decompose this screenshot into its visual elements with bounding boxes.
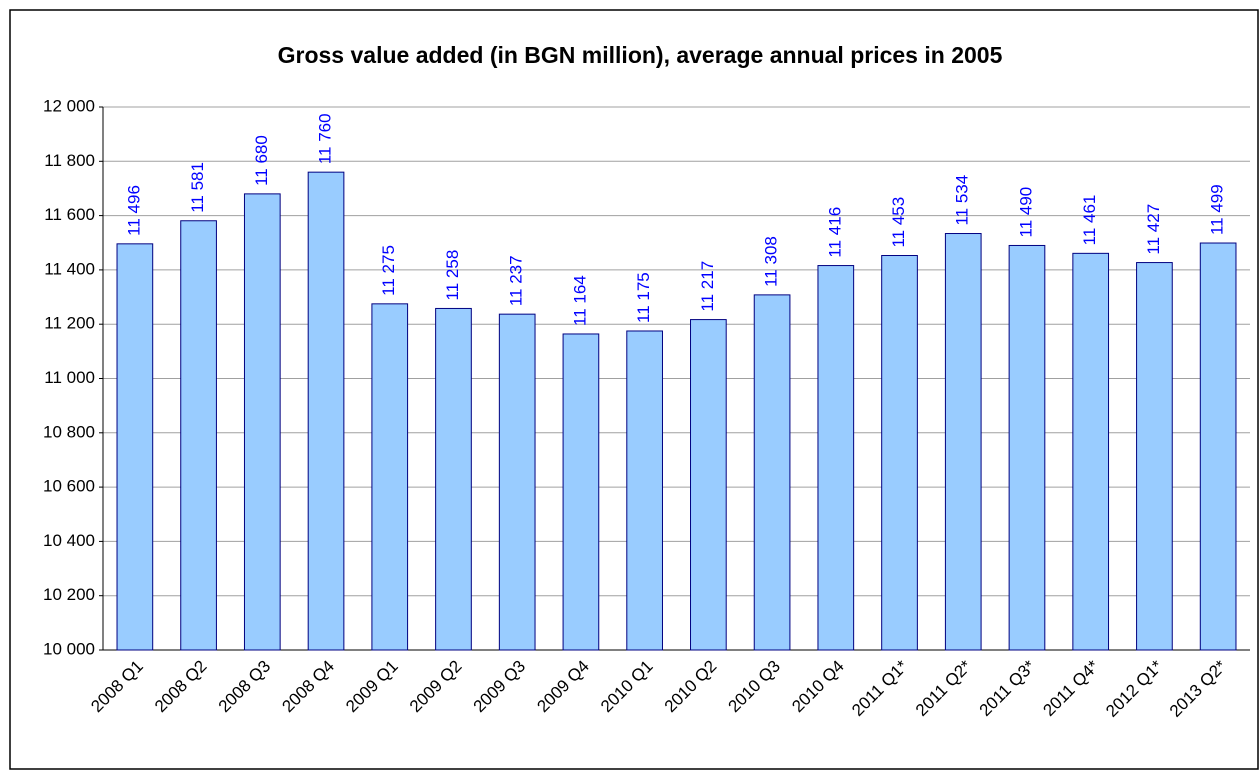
bar (307, 171, 345, 651)
y-tick-label: 11 600 (44, 205, 95, 224)
bar (626, 330, 663, 651)
chart-title: Gross value added (in BGN million), aver… (278, 42, 1003, 68)
bar (243, 193, 281, 651)
bar (817, 265, 855, 651)
data-label: 11 760 (316, 113, 335, 164)
bar (690, 319, 727, 651)
y-tick-label: 10 600 (43, 477, 95, 496)
data-label: 11 496 (124, 185, 143, 236)
data-label: 11 490 (1016, 187, 1035, 238)
data-label: 11 164 (570, 275, 589, 326)
bar (1199, 242, 1237, 651)
y-tick-label: 10 200 (43, 585, 95, 604)
bar (562, 333, 600, 651)
bar (881, 255, 918, 651)
data-label: 11 461 (1080, 195, 1099, 246)
y-tick-label: 11 200 (44, 314, 95, 333)
y-tick-label: 11 000 (44, 368, 95, 387)
y-tick-label: 10 400 (43, 531, 95, 550)
y-tick-label: 12 000 (43, 96, 95, 115)
data-label: 11 427 (1144, 204, 1163, 255)
y-tick-label: 10 000 (43, 639, 95, 658)
bar (180, 220, 217, 651)
data-label: 11 258 (443, 250, 462, 301)
data-label: 11 175 (634, 272, 653, 323)
y-tick-label: 10 800 (43, 422, 95, 441)
y-tick-label: 11 400 (44, 259, 95, 278)
y-tick-label: 11 800 (44, 151, 95, 170)
data-label: 11 308 (762, 236, 781, 287)
data-label: 11 581 (188, 162, 207, 213)
data-label: 11 237 (507, 255, 526, 306)
data-label: 11 416 (825, 207, 844, 258)
data-label: 11 680 (252, 135, 271, 186)
bar (116, 243, 154, 651)
data-label: 11 534 (953, 175, 972, 226)
data-label: 11 275 (379, 245, 398, 296)
bar (1008, 244, 1046, 651)
bar (1136, 262, 1173, 651)
bar (435, 307, 472, 651)
data-label: 11 453 (889, 197, 908, 248)
data-label: 11 499 (1208, 184, 1227, 235)
bar (1072, 252, 1110, 651)
bar (944, 233, 982, 651)
data-label: 11 217 (698, 261, 717, 312)
bar (498, 313, 536, 651)
bar (753, 294, 791, 651)
bar (371, 303, 409, 651)
